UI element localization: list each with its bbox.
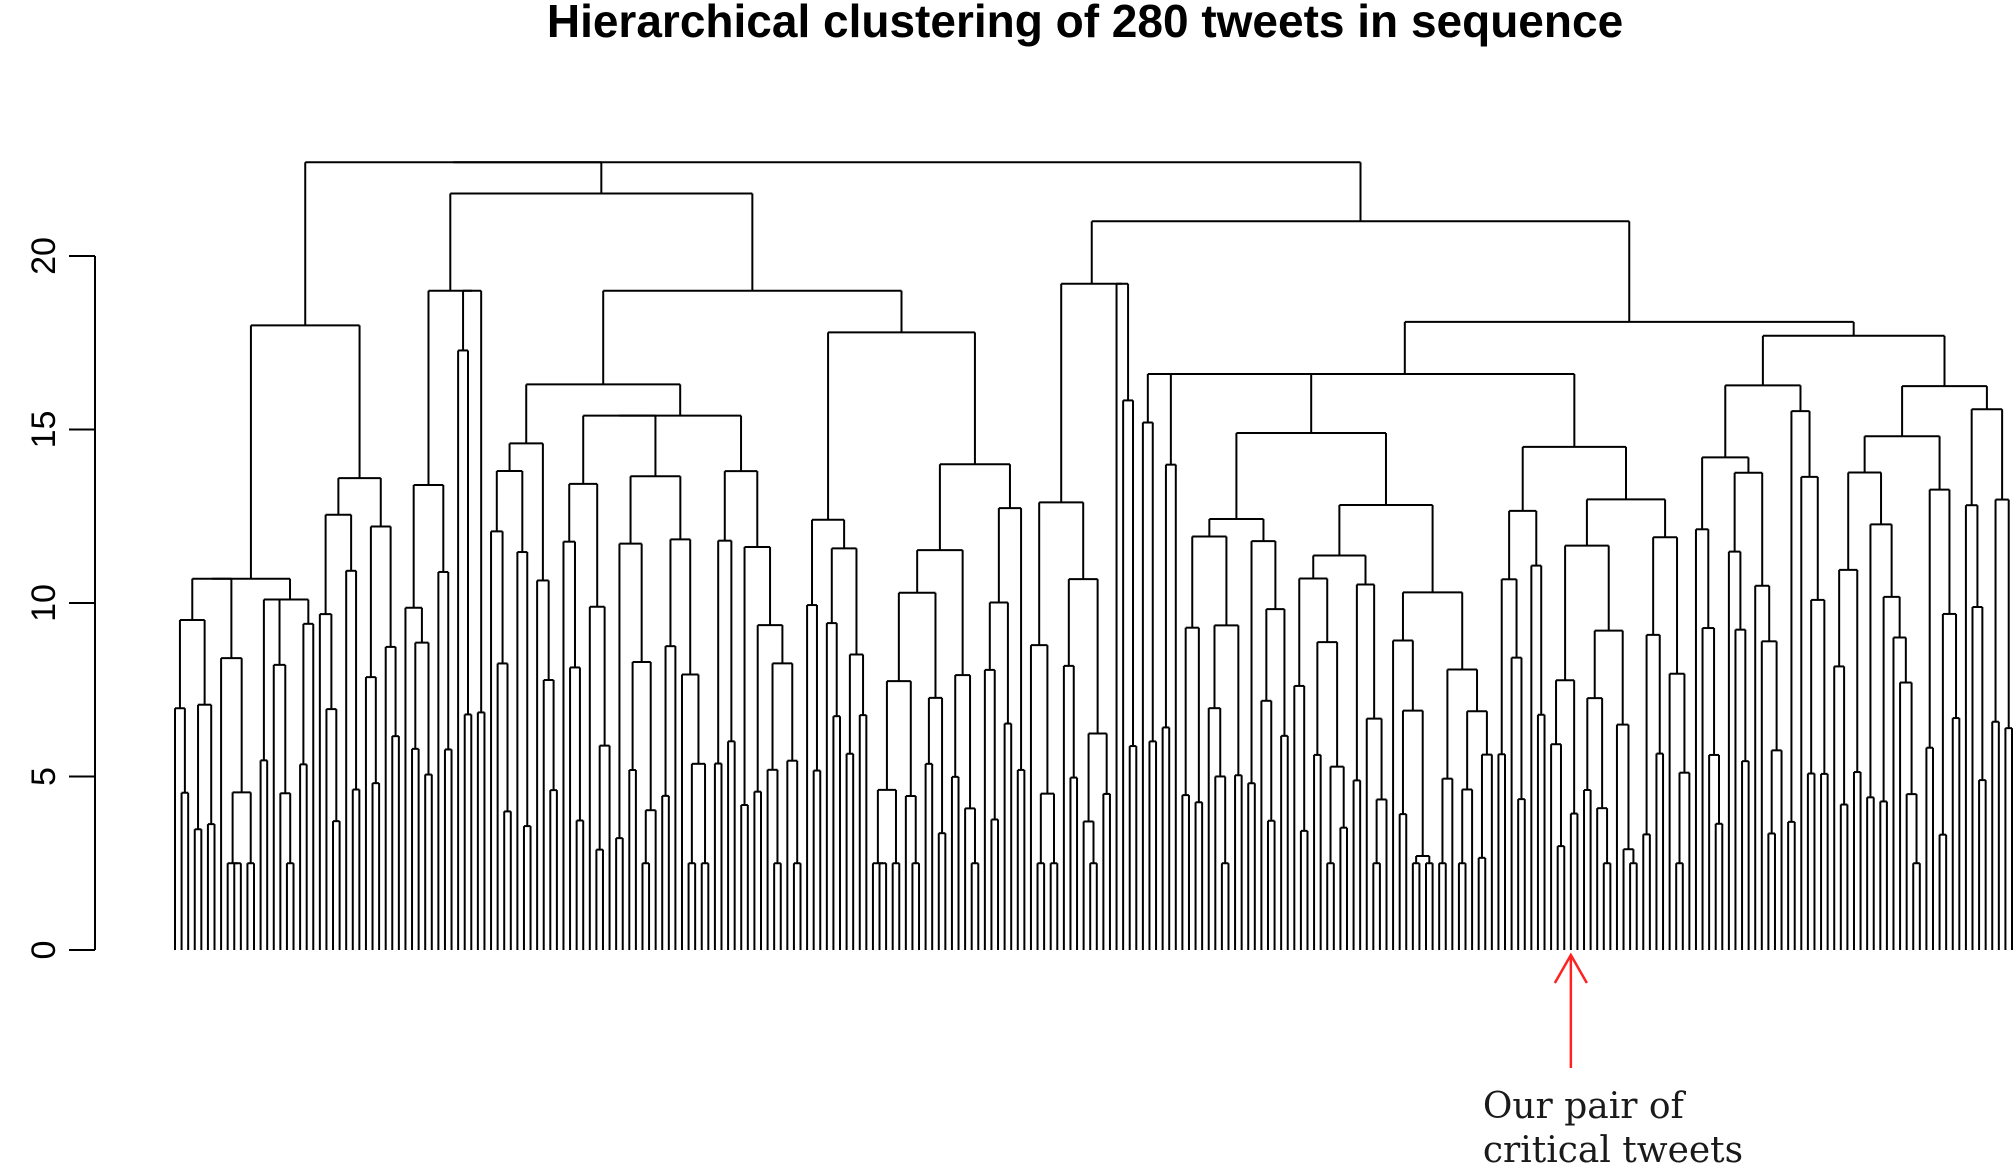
annotation-line-2: critical tweets bbox=[1483, 1130, 1743, 1170]
y-tick-label: 10 bbox=[25, 584, 63, 622]
y-tick-label: 0 bbox=[25, 941, 63, 960]
y-axis: 0 5 10 15 20 bbox=[25, 237, 96, 959]
chart-title: Hierarchical clustering of 280 tweets in… bbox=[547, 0, 1623, 47]
annotation-arrow-head bbox=[1553, 952, 1588, 984]
y-axis-ticks: 0 5 10 15 20 bbox=[25, 237, 95, 959]
dendrogram-tree bbox=[174, 161, 2013, 950]
annotation: Our pair of critical tweets bbox=[1483, 952, 1743, 1170]
annotation-line-1: Our pair of bbox=[1483, 1086, 1687, 1127]
y-tick-label: 5 bbox=[25, 767, 63, 786]
y-tick-label: 20 bbox=[25, 237, 63, 275]
y-tick-label: 15 bbox=[25, 411, 63, 449]
